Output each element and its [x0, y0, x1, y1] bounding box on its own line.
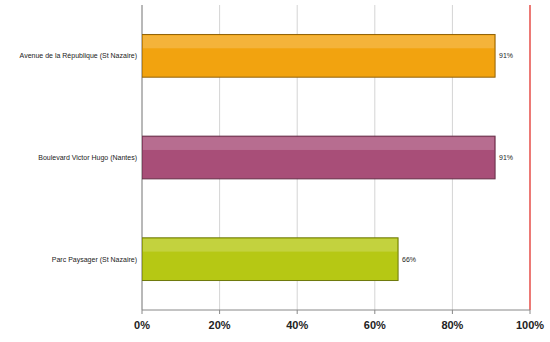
tick-mark	[374, 310, 375, 314]
bar-highlight	[143, 137, 494, 150]
chart-root: 0% 20% 40% 60% 80% 100% Avenue de la Républiqu…	[0, 0, 550, 342]
tick-label: 60%	[364, 319, 386, 331]
tick-mark	[452, 310, 453, 314]
tick-label: 40%	[286, 319, 308, 331]
grid-line	[529, 5, 530, 310]
data-label: 91%	[499, 154, 513, 161]
data-label: 91%	[499, 52, 513, 59]
bar-highlight	[143, 35, 494, 48]
category-label: Parc Paysager (St Nazaire)	[52, 256, 137, 264]
category-label: Boulevard Victor Hugo (Nantes)	[38, 154, 137, 162]
tick-mark	[297, 310, 298, 314]
data-label: 66%	[402, 256, 416, 263]
tick-label: 100%	[516, 319, 544, 331]
labels: Avenue de la République (St Nazaire) 91% B…	[20, 52, 513, 263]
tick-mark	[219, 310, 220, 314]
bar	[142, 34, 495, 77]
bar	[142, 136, 495, 179]
chart-svg: 0% 20% 40% 60% 80% 100% Avenue de la Républiqu…	[0, 0, 550, 342]
x-axis-line	[142, 310, 530, 311]
tick-mark	[142, 310, 143, 314]
tick-mark	[530, 310, 531, 314]
tick-label: 20%	[209, 319, 231, 331]
category-label: Avenue de la République (St Nazaire)	[20, 52, 137, 60]
bar-highlight	[143, 239, 397, 252]
tick-label: 80%	[441, 319, 463, 331]
bar	[142, 238, 398, 281]
tick-label: 0%	[134, 319, 150, 331]
bars	[142, 34, 495, 280]
